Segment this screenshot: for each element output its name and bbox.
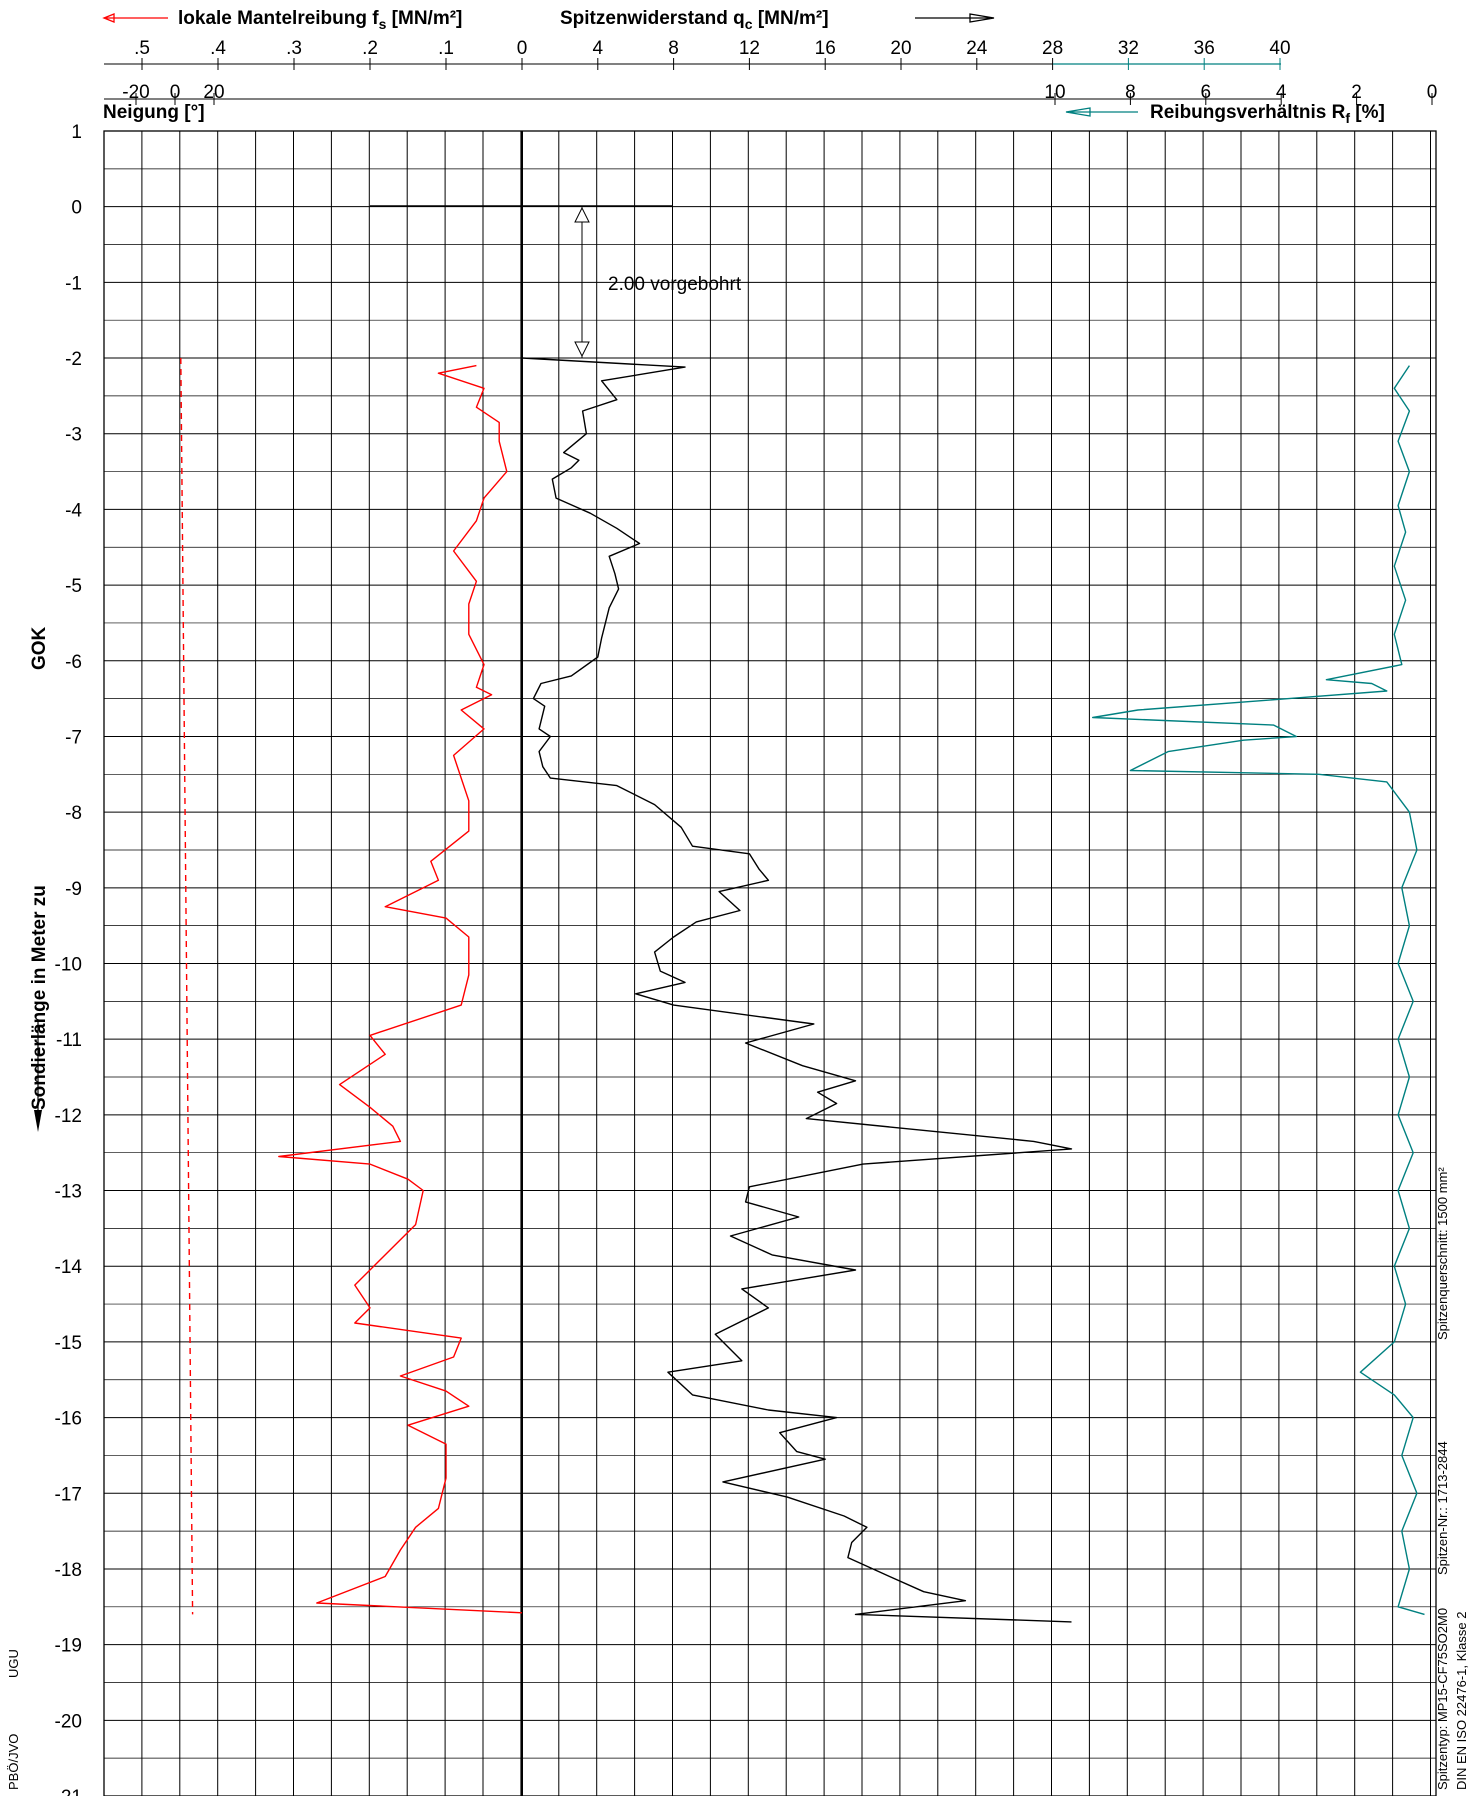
probe-number-text: Spitzen-Nr.: 1713-2844 <box>1435 1441 1450 1575</box>
incl-tick-label: -20 <box>122 82 149 103</box>
rf-axis-title-group: Reibungsverhältnis Rf [%] <box>1065 102 1385 126</box>
probe-area-text: Spitzenquerschnitt: 1500 mm² <box>1435 1167 1450 1340</box>
qc-tick-label: 16 <box>815 38 836 59</box>
probe-type-text: Spitzentyp: MP15-CF75SO2M0 <box>1435 1608 1450 1790</box>
qc-tick-label: 20 <box>890 38 911 59</box>
depth-tick-label: -3 <box>65 425 82 446</box>
depth-tick-label: -21 <box>55 1787 82 1796</box>
depth-tick-label: 1 <box>71 122 82 143</box>
depth-tick-label: -2 <box>65 349 82 370</box>
depth-tick-label: 0 <box>71 198 82 219</box>
depth-tick-label: -5 <box>65 576 82 597</box>
qc-tick-label: 36 <box>1194 38 1215 59</box>
rf-tick-label: 8 <box>1125 82 1136 103</box>
qc-tick-label: 0 <box>517 38 528 59</box>
depth-tick-label: -13 <box>55 1182 82 1203</box>
depth-tick-label: -18 <box>55 1560 82 1581</box>
predrill-label: 2.00 vorgebohrt <box>608 274 742 295</box>
depth-tick-label: -1 <box>65 273 82 294</box>
fs-tick-label: .5 <box>134 38 150 59</box>
incl-tick-label: 0 <box>170 82 181 103</box>
incl-series-line <box>180 357 194 1615</box>
incl-tick-label: 20 <box>203 82 224 103</box>
qc-tick-label: 28 <box>1042 38 1063 59</box>
fs-axis-title: lokale Mantelreibung fs [MN/m²] <box>178 8 462 32</box>
qc-tick-label: 4 <box>593 38 604 59</box>
qc-tick-label: 40 <box>1269 38 1290 59</box>
fs-series-line <box>278 364 523 1614</box>
qc-tick-label: 12 <box>739 38 760 59</box>
qc-tick-label: 24 <box>966 38 988 59</box>
series-layer <box>180 357 1425 1623</box>
qc-axis-title: Spitzenwiderstand qc [MN/m²] <box>560 8 829 32</box>
rf-tick-label: 10 <box>1044 82 1065 103</box>
depth-arrow-head-icon <box>34 1110 42 1132</box>
depth-tick-label: -20 <box>55 1711 82 1732</box>
depth-tick-labels: 1 0 -1 -2 -3 -4 -5 -6 -7 -8 -9 -10 -11 -12 -13 -14 -15 -1… <box>55 122 83 1796</box>
depth-tick-label: -7 <box>65 727 82 748</box>
qc-series-line <box>521 357 1073 1623</box>
left-code-2: PBÖ/JVO <box>6 1734 21 1790</box>
depth-tick-label: -12 <box>55 1106 82 1127</box>
standard-text: DIN EN ISO 22476-1, Klasse 2 <box>1454 1612 1469 1790</box>
depth-tick-label: -9 <box>65 879 82 900</box>
depth-axis-title-group: Sondierlänge in Meter zu GOK <box>29 626 50 1110</box>
rf-arrow-head-icon <box>1065 107 1091 117</box>
depth-tick-label: -11 <box>56 1030 82 1051</box>
fs-tick-label: .1 <box>438 38 454 59</box>
rf-tick-label: 2 <box>1351 82 1362 103</box>
qc-tick-label: 8 <box>668 38 679 59</box>
depth-tick-label: -6 <box>65 652 82 673</box>
depth-tick-label: -8 <box>65 803 82 824</box>
qc-arrow-head-icon <box>969 13 995 23</box>
depth-tick-label: -15 <box>55 1333 82 1354</box>
fs-tick-label: .4 <box>210 38 226 59</box>
grid <box>103 130 1437 1796</box>
depth-tick-label: -14 <box>55 1257 83 1278</box>
depth-axis-title: Sondierlänge in Meter zu <box>29 885 50 1110</box>
left-code-1: UGU <box>6 1649 21 1678</box>
rf-tick-label: 6 <box>1201 82 1212 103</box>
qc-axis-title-group: Spitzenwiderstand qc [MN/m²] <box>560 8 995 32</box>
fs-tick-label: .3 <box>286 38 302 59</box>
depth-tick-label: -4 <box>65 500 82 521</box>
depth-tick-label: -17 <box>55 1484 82 1505</box>
rf-axis-title: Reibungsverhältnis Rf [%] <box>1150 102 1385 126</box>
top-axis <box>104 58 1433 105</box>
predrill-up-arrow-icon <box>574 206 590 223</box>
depth-tick-label: -16 <box>55 1409 82 1430</box>
incl-axis-title: Neigung [°] <box>103 102 205 123</box>
fs-arrow-head-icon <box>102 13 115 23</box>
depth-tick-label: -10 <box>55 955 82 976</box>
rf-series-line <box>1091 365 1425 1616</box>
fs-axis-title-group: lokale Mantelreibung fs [MN/m²] <box>102 8 462 32</box>
rf-tick-label: 0 <box>1427 82 1438 103</box>
fs-tick-label: .2 <box>362 38 378 59</box>
qc-tick-label: 32 <box>1118 38 1139 59</box>
rf-tick-label: 4 <box>1276 82 1287 103</box>
predrill-down-arrow-icon <box>574 341 590 358</box>
depth-axis-ref: GOK <box>29 626 50 670</box>
side-text-group: Spitzenquerschnitt: 1500 mm² Spitzen-Nr.… <box>6 1167 1469 1790</box>
predrill-annotation: 2.00 vorgebohrt <box>370 205 742 359</box>
top-axis-ticks <box>135 58 1433 105</box>
depth-tick-label: -19 <box>55 1636 82 1657</box>
